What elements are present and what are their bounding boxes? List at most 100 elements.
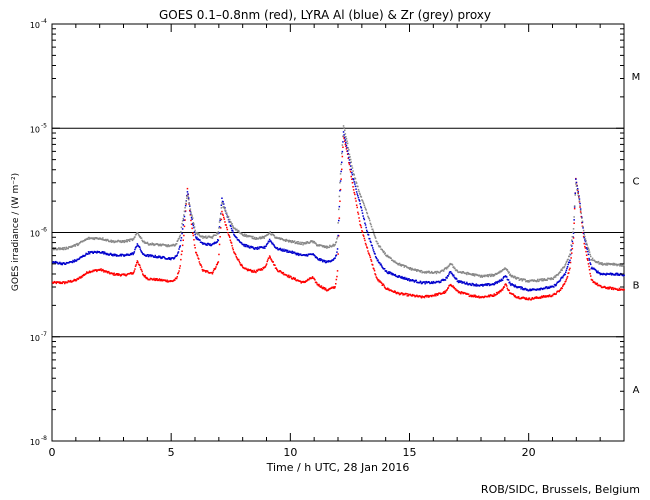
series-2-point	[196, 231, 198, 234]
series-0-point	[336, 270, 339, 272]
series-2-point	[501, 270, 503, 272]
series-2-point	[96, 237, 98, 239]
series-2-point	[442, 270, 445, 272]
series-2-point	[217, 233, 219, 235]
series-1-point	[582, 232, 585, 235]
series-0-point	[450, 283, 452, 286]
series-1-point	[249, 247, 251, 249]
series-1-point	[520, 288, 522, 290]
series-2-point	[220, 207, 223, 209]
series-0-point	[189, 209, 191, 212]
series-2-point	[347, 147, 349, 149]
series-2-point	[192, 222, 195, 224]
series-0-point	[153, 277, 155, 280]
series-2-point	[332, 244, 334, 247]
series-0-point	[286, 274, 288, 277]
series-1-point	[276, 247, 279, 249]
series-1-point	[335, 255, 337, 257]
series-2-point	[239, 232, 242, 234]
series-2-point	[543, 278, 546, 280]
series-2-point	[52, 247, 55, 249]
series-1-point	[500, 280, 502, 282]
series-0-point	[347, 157, 349, 159]
series-0-point	[608, 287, 610, 290]
series-1-point	[355, 188, 357, 190]
series-1-point	[270, 241, 273, 243]
series-1-point	[112, 255, 114, 257]
series-2-point	[351, 167, 354, 169]
series-2-point	[63, 246, 66, 249]
series-2-point	[67, 247, 69, 250]
series-1-point	[509, 281, 511, 283]
series-1-point	[186, 191, 189, 193]
series-2-point	[379, 246, 382, 248]
series-2-point	[268, 232, 271, 234]
series-2-point	[505, 268, 507, 270]
series-1-point	[562, 276, 564, 279]
series-0-point	[585, 250, 587, 253]
series-0-point	[594, 281, 596, 284]
series-2-point	[587, 246, 589, 249]
series-0-point	[201, 266, 203, 268]
series-2-point	[312, 241, 314, 244]
series-1-point	[208, 243, 210, 245]
series-0-point	[517, 296, 520, 298]
series-0-point	[565, 280, 567, 283]
series-0-point	[134, 265, 137, 267]
series-0-point	[386, 287, 389, 289]
series-0-point	[136, 262, 138, 264]
series-2-point	[62, 247, 64, 249]
series-0-point	[161, 278, 163, 281]
series-1-point	[538, 289, 540, 291]
series-2-point	[74, 244, 76, 246]
series-1-point	[475, 285, 477, 287]
series-2-point	[526, 280, 528, 282]
series-0-point	[220, 227, 222, 229]
series-2-point	[180, 231, 182, 233]
series-0-point	[609, 286, 612, 288]
series-0-point	[369, 254, 371, 257]
series-1-point	[446, 277, 448, 279]
series-2-point	[527, 280, 529, 282]
series-2-point	[57, 248, 59, 250]
series-2-point	[78, 243, 80, 245]
series-1-point	[189, 210, 192, 213]
series-0-point	[232, 248, 234, 251]
series-2-point	[448, 264, 451, 266]
series-2-point	[110, 239, 112, 242]
series-1-point	[522, 288, 525, 290]
series-2-point	[59, 247, 62, 249]
series-1-point	[230, 227, 233, 230]
series-0-point	[199, 263, 201, 265]
series-1-point	[547, 286, 550, 288]
series-1-point	[132, 253, 134, 256]
series-1-point	[161, 257, 164, 259]
series-0-point	[443, 292, 445, 294]
series-1-point	[267, 242, 269, 244]
series-0-point	[262, 267, 265, 270]
series-0-point	[198, 258, 200, 260]
series-2-point	[77, 243, 80, 246]
series-1-point	[596, 271, 599, 274]
series-2-point	[376, 240, 378, 243]
series-0-point	[63, 282, 66, 285]
series-2-point	[370, 225, 373, 228]
series-2-point	[184, 207, 186, 209]
series-0-point	[85, 272, 87, 275]
series-1-point	[408, 278, 410, 280]
series-1-point	[320, 258, 322, 260]
series-2-point	[81, 241, 84, 243]
series-2-point	[173, 243, 175, 246]
series-1-point	[288, 251, 290, 253]
series-0-point	[501, 289, 504, 291]
series-0-point	[281, 271, 283, 274]
series-0-point	[551, 295, 554, 297]
series-1-point	[274, 246, 277, 249]
series-2-point	[174, 244, 177, 246]
series-0-point	[306, 279, 308, 282]
series-1-point	[98, 251, 100, 253]
series-2-point	[141, 239, 143, 242]
series-2-point	[372, 230, 375, 232]
series-1-point	[246, 245, 248, 248]
